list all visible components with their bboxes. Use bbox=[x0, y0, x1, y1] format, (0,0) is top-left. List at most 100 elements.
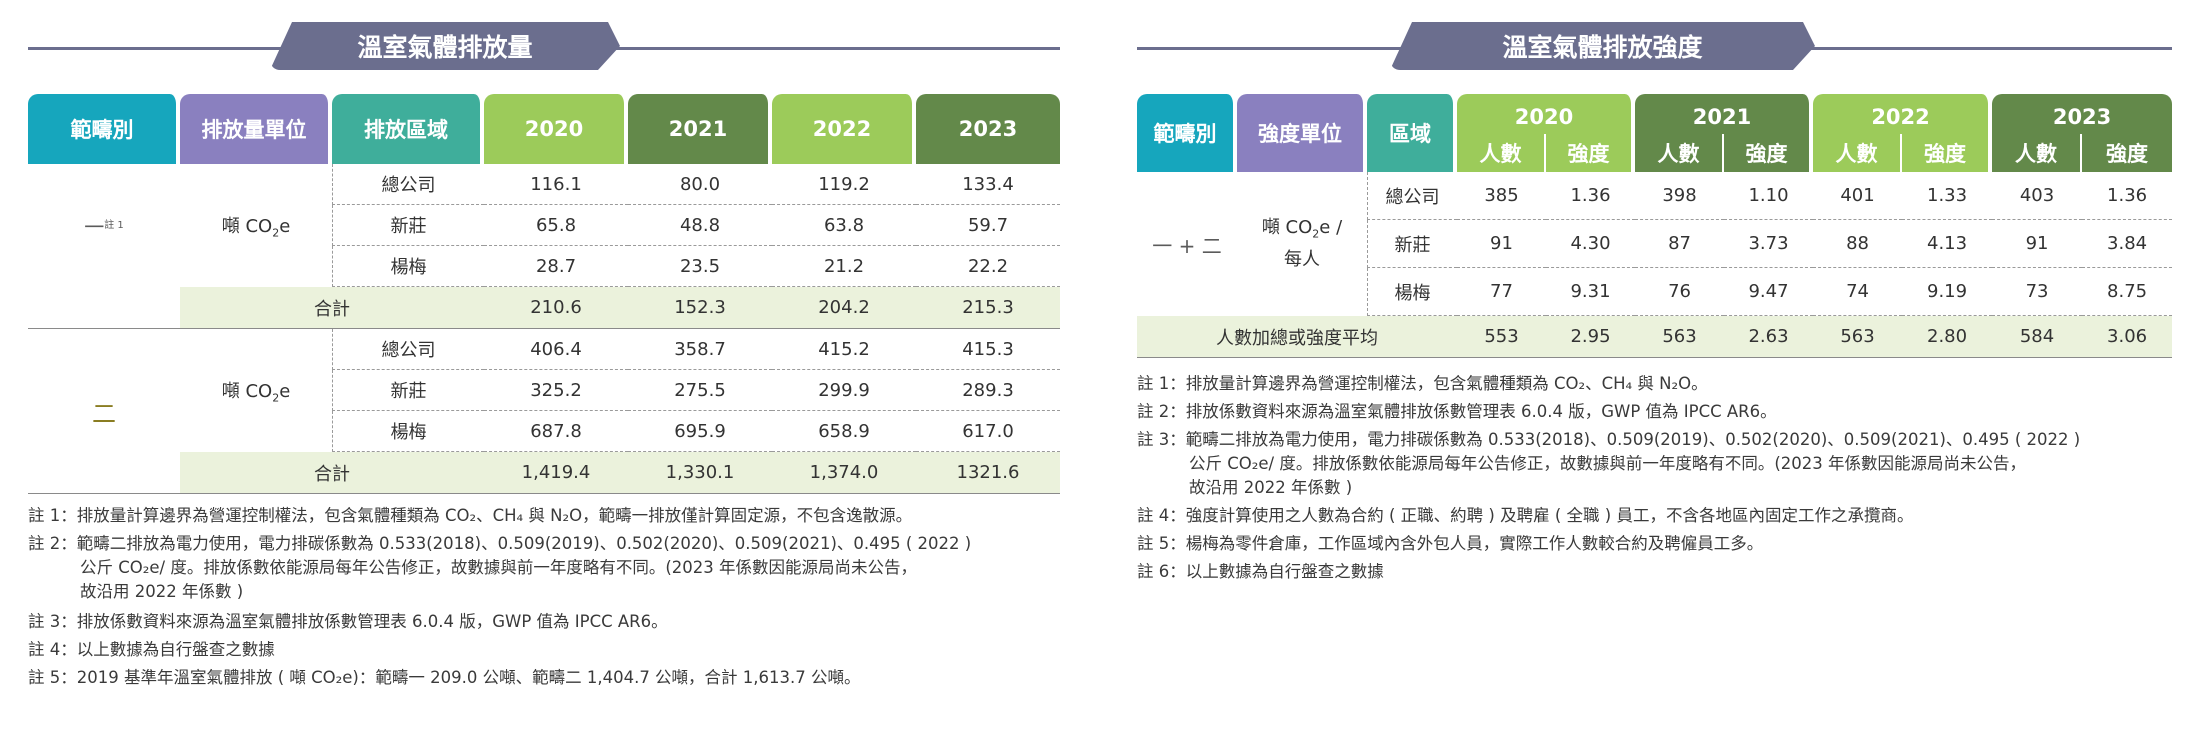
note-2-line-2: 公斤 CO₂e/ 度。排放係數依能源局每年公告修正，故數據與前一年度略有不同。(… bbox=[80, 558, 917, 577]
intensity-unit: 噸 CO2e / 每人 bbox=[1237, 172, 1367, 316]
area-cell: 新莊 bbox=[1367, 220, 1457, 268]
total-value: 215.3 bbox=[916, 287, 1060, 329]
table-row: 新莊 65.8 48.8 63.8 59.7 bbox=[28, 205, 1060, 246]
value-cell: 88 bbox=[1813, 220, 1903, 268]
note-2-line-1: 註 2：範疇二排放為電力使用，電力排碳係數為 0.533(2018)、0.509… bbox=[28, 534, 972, 553]
total-value: 563 bbox=[1635, 316, 1725, 358]
value-cell: 77 bbox=[1457, 268, 1546, 316]
area-cell: 總公司 bbox=[332, 164, 484, 205]
total-value: 563 bbox=[1813, 316, 1903, 358]
value-cell: 9.47 bbox=[1724, 268, 1814, 316]
note-4: 註 4：強度計算使用之人數為合約 ( 正職、約聘 ) 及聘雇 ( 全職 ) 員工… bbox=[1137, 506, 1914, 525]
header-unit: 排放量單位 bbox=[180, 94, 332, 164]
header-year-2022: 2022 bbox=[1813, 94, 1993, 134]
value-cell: 687.8 bbox=[484, 411, 628, 452]
note-6: 註 6：以上數據為自行盤查之數據 bbox=[1137, 562, 1384, 581]
total-label: 合計 bbox=[180, 452, 484, 494]
value-cell: 3.84 bbox=[2082, 220, 2173, 268]
value-cell: 275.5 bbox=[628, 370, 772, 411]
value-cell: 23.5 bbox=[628, 246, 772, 287]
note-2-line-3: 故沿用 2022 年係數 ) bbox=[80, 582, 244, 601]
total-value: 2.80 bbox=[1902, 316, 1993, 358]
total-value: 204.2 bbox=[772, 287, 916, 329]
header-intensity: 強度 bbox=[1902, 134, 1993, 172]
total-value: 1,374.0 bbox=[772, 452, 916, 494]
area-cell: 總公司 bbox=[332, 329, 484, 370]
unit-sub: 2 bbox=[1312, 227, 1320, 241]
area-cell: 新莊 bbox=[332, 205, 484, 246]
table-row: 二 噸 CO2e 總公司 406.4 358.7 415.2 415.3 bbox=[28, 329, 1060, 494]
total-value: 1,330.1 bbox=[628, 452, 772, 494]
total-row: 合計 1,419.4 1,330.1 1,374.0 1321.6 bbox=[28, 452, 1060, 494]
total-value: 553 bbox=[1457, 316, 1546, 358]
value-cell: 4.30 bbox=[1546, 220, 1636, 268]
total-row: 合計 210.6 152.3 204.2 215.3 bbox=[28, 287, 1060, 329]
area-cell: 楊梅 bbox=[1367, 268, 1457, 316]
total-value: 1,419.4 bbox=[484, 452, 628, 494]
header-people: 人數 bbox=[1635, 134, 1725, 172]
value-cell: 91 bbox=[1457, 220, 1546, 268]
header-year-2020: 2020 bbox=[484, 94, 628, 164]
value-cell: 398 bbox=[1635, 172, 1725, 220]
header-year-2020: 2020 bbox=[1457, 94, 1636, 134]
emissions-title: 溫室氣體排放量 bbox=[270, 22, 620, 70]
emissions-title-row: 溫室氣體排放量 bbox=[28, 22, 1060, 72]
unit-line-2: 每人 bbox=[1284, 249, 1320, 271]
value-cell: 74 bbox=[1813, 268, 1903, 316]
total-value: 2.63 bbox=[1724, 316, 1814, 358]
scope-2-unit: 噸 CO2e bbox=[180, 329, 332, 452]
note-1: 註 1：排放量計算邊界為營運控制權法，包含氣體種類為 CO₂、CH₄ 與 N₂O… bbox=[1137, 374, 1708, 393]
blank-cell bbox=[28, 287, 180, 329]
table-row: 一註 1 噸 CO2e 總公司 116.1 80.0 119.2 133.4 bbox=[28, 164, 1060, 239]
value-cell: 325.2 bbox=[484, 370, 628, 411]
value-cell: 48.8 bbox=[628, 205, 772, 246]
area-cell: 新莊 bbox=[332, 370, 484, 411]
unit-suffix: e / bbox=[1319, 216, 1343, 238]
header-area: 排放區域 bbox=[332, 94, 484, 164]
header-year-2022: 2022 bbox=[772, 94, 916, 164]
note-4: 註 4：以上數據為自行盤查之數據 bbox=[28, 640, 275, 659]
total-value: 3.06 bbox=[2082, 316, 2173, 358]
total-value: 210.6 bbox=[484, 287, 628, 329]
header-people: 人數 bbox=[1457, 134, 1546, 172]
total-value: 1321.6 bbox=[916, 452, 1060, 494]
scope-1-unit: 噸 CO2e bbox=[180, 164, 332, 287]
emissions-table: 範疇別 排放量單位 排放區域 2020 2021 2022 2023 一註 1 … bbox=[28, 94, 1060, 494]
value-cell: 1.10 bbox=[1724, 172, 1814, 220]
value-cell: 91 bbox=[1992, 220, 2083, 268]
total-value: 152.3 bbox=[628, 287, 772, 329]
header-year-2021: 2021 bbox=[1635, 94, 1814, 134]
header-intensity: 強度 bbox=[1724, 134, 1814, 172]
note-3: 註 3：排放係數資料來源為溫室氣體排放係數管理表 6.0.4 版，GWP 值為 … bbox=[28, 612, 668, 631]
intensity-title: 溫室氣體排放強度 bbox=[1390, 22, 1815, 70]
total-label: 人數加總或強度平均 bbox=[1137, 316, 1457, 358]
unit-line-1: 噸 CO2e / bbox=[1237, 215, 1367, 248]
value-cell: 4.13 bbox=[1902, 220, 1993, 268]
area-cell: 楊梅 bbox=[332, 246, 484, 287]
value-cell: 385 bbox=[1457, 172, 1546, 220]
value-cell: 119.2 bbox=[772, 164, 916, 205]
value-cell: 695.9 bbox=[628, 411, 772, 452]
note-5: 註 5：2019 基準年溫室氣體排放 ( 噸 CO₂e)：範疇一 209.0 公… bbox=[28, 668, 861, 687]
table-row: 楊梅 687.8 695.9 658.9 617.0 bbox=[28, 411, 1060, 452]
value-cell: 1.36 bbox=[2082, 172, 2173, 220]
scope-2-label: 二 bbox=[28, 329, 180, 494]
value-cell: 415.2 bbox=[772, 329, 916, 370]
intensity-table: 範疇別 強度單位 區域 2020 2021 2022 2023 人數 強度 人數… bbox=[1137, 94, 2173, 358]
value-cell: 65.8 bbox=[484, 205, 628, 246]
header-scope: 範疇別 bbox=[28, 94, 180, 164]
header-unit: 強度單位 bbox=[1237, 94, 1367, 172]
intensity-title-row: 溫室氣體排放強度 bbox=[1137, 22, 2172, 72]
value-cell: 658.9 bbox=[772, 411, 916, 452]
table-row: 楊梅 77 9.31 76 9.47 74 9.19 73 8.75 bbox=[1137, 268, 2173, 316]
table-row: 新莊 325.2 275.5 299.9 289.3 bbox=[28, 370, 1060, 411]
note-3-line-3: 故沿用 2022 年係數 ) bbox=[1189, 478, 1353, 497]
note-2: 註 2：範疇二排放為電力使用，電力排碳係數為 0.533(2018)、0.509… bbox=[28, 532, 1060, 604]
header-year-2021: 2021 bbox=[628, 94, 772, 164]
intensity-panel: 溫室氣體排放強度 範疇別 強度單位 區域 2020 2021 2022 2023… bbox=[1137, 22, 2173, 588]
value-cell: 59.7 bbox=[916, 205, 1060, 246]
total-label: 合計 bbox=[180, 287, 484, 329]
header-intensity: 強度 bbox=[2082, 134, 2173, 172]
table-row: 一 + 二 噸 CO2e / 每人 總公司 385 1.36 398 1.10 … bbox=[1137, 172, 2173, 270]
note-1: 註 1：排放量計算邊界為營運控制權法，包含氣體種類為 CO₂、CH₄ 與 N₂O… bbox=[28, 506, 913, 525]
